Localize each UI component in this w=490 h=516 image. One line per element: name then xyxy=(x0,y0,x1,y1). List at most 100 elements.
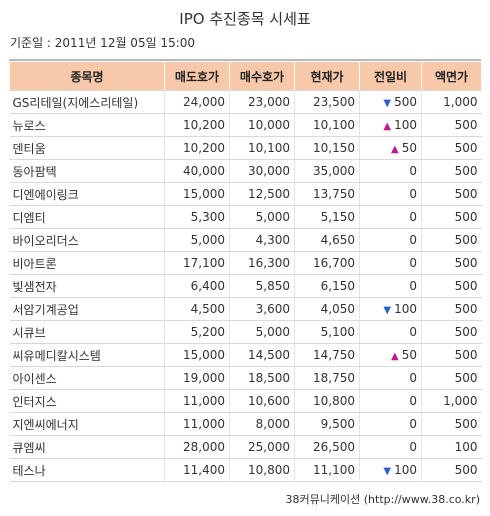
price-change-value: 100 xyxy=(394,118,417,132)
current-price: 13,750 xyxy=(294,182,360,206)
price-change: ▲ 50 xyxy=(359,136,422,160)
bid-price: 10,600 xyxy=(229,389,295,413)
bid-price-value: 18,500 xyxy=(248,371,290,385)
price-change-value: 50 xyxy=(401,141,417,155)
table-row: GS리테일(지에스리테일) 24,000 23,000 23,500 ▼ 500 1,000 xyxy=(9,90,482,114)
current-price-value: 23,500 xyxy=(313,95,355,109)
ask-price-value: 11,400 xyxy=(183,463,225,477)
stock-name-value: 빛샘전자 xyxy=(12,279,57,294)
stock-name: 씨유메디칼시스템 xyxy=(9,343,165,367)
par-value-value: 500 xyxy=(454,141,478,155)
stock-name-value: 서암기계공업 xyxy=(12,302,79,317)
stock-name-value: 동아팜텍 xyxy=(12,164,57,179)
par-value-value: 500 xyxy=(454,463,478,477)
price-change-value: 0 xyxy=(409,440,417,454)
par-value: 500 xyxy=(421,412,482,436)
stock-name-value: 바이오리더스 xyxy=(12,233,79,248)
ask-price: 24,000 xyxy=(164,90,230,114)
par-value-value: 500 xyxy=(454,164,478,178)
stock-name-value: GS리테일(지에스리테일) xyxy=(12,95,139,110)
table-body: GS리테일(지에스리테일) 24,000 23,000 23,500 ▼ 500 1,000… xyxy=(9,90,482,482)
current-price: 16,700 xyxy=(294,251,360,275)
stock-name-value: 씨유메디칼시스템 xyxy=(12,348,101,363)
bid-price: 30,000 xyxy=(229,159,295,183)
par-value: 500 xyxy=(421,251,482,275)
price-change-value: 0 xyxy=(409,371,417,385)
current-price: 5,150 xyxy=(294,205,360,229)
par-value: 1,000 xyxy=(421,389,482,413)
price-change-value: 0 xyxy=(409,325,417,339)
price-change: 0 xyxy=(359,159,422,183)
stock-name-value: 테스나 xyxy=(12,463,46,478)
col-header-ask: 매도호가 xyxy=(164,61,230,91)
par-value: 500 xyxy=(421,320,482,344)
current-price: 11,100 xyxy=(294,458,360,482)
par-value: 500 xyxy=(421,458,482,482)
ask-price-value: 15,000 xyxy=(183,187,225,201)
ask-price: 10,200 xyxy=(164,113,230,137)
price-change-value: 0 xyxy=(409,279,417,293)
par-value-value: 500 xyxy=(454,302,478,316)
bid-price-value: 14,500 xyxy=(248,348,290,362)
price-change: 0 xyxy=(359,412,422,436)
price-change-value: 100 xyxy=(394,302,417,316)
par-value-value: 500 xyxy=(454,187,478,201)
stock-name-value: 디엔에이링크 xyxy=(12,187,79,202)
stock-name: 지엔씨에너지 xyxy=(9,412,165,436)
table-row: 서암기계공업 4,500 3,600 4,050 ▼ 100 500 xyxy=(9,297,482,321)
bid-price-value: 10,600 xyxy=(248,394,290,408)
bid-price-value: 10,800 xyxy=(248,463,290,477)
current-price: 14,750 xyxy=(294,343,360,367)
current-price: 9,500 xyxy=(294,412,360,436)
down-triangle-icon: ▼ xyxy=(383,466,392,477)
bid-price-value: 5,000 xyxy=(255,325,290,339)
par-value-value: 500 xyxy=(454,371,478,385)
current-price-value: 14,750 xyxy=(313,348,355,362)
price-change-value: 500 xyxy=(394,95,417,109)
current-price: 5,100 xyxy=(294,320,360,344)
stock-name: 서암기계공업 xyxy=(9,297,165,321)
current-price-value: 18,750 xyxy=(313,371,355,385)
bid-price-value: 8,000 xyxy=(255,417,290,431)
ask-price: 4,500 xyxy=(164,297,230,321)
ask-price-value: 28,000 xyxy=(183,440,225,454)
table-row: 디엔에이링크 15,000 12,500 13,750 0 500 xyxy=(9,182,482,206)
ask-price-value: 10,200 xyxy=(183,141,225,155)
current-price-value: 10,100 xyxy=(313,118,355,132)
price-change: 0 xyxy=(359,274,422,298)
current-price-value: 5,100 xyxy=(320,325,355,339)
col-header-par: 액면가 xyxy=(421,61,482,91)
stock-name-value: 지엔씨에너지 xyxy=(12,417,79,432)
price-change: 0 xyxy=(359,251,422,275)
par-value-value: 500 xyxy=(454,210,478,224)
stock-name: 디엔에이링크 xyxy=(9,182,165,206)
par-value-value: 1,000 xyxy=(443,95,478,109)
par-value: 500 xyxy=(421,113,482,137)
bid-price-value: 5,000 xyxy=(255,210,290,224)
up-triangle-icon: ▲ xyxy=(391,351,399,362)
stock-name-value: 비아트론 xyxy=(12,256,57,271)
down-triangle-icon: ▼ xyxy=(383,98,392,109)
ask-price-value: 10,200 xyxy=(183,118,225,132)
current-price-value: 10,150 xyxy=(313,141,355,155)
current-price: 4,650 xyxy=(294,228,360,252)
ask-price-value: 40,000 xyxy=(183,164,225,178)
price-change: ▲ 50 xyxy=(359,343,422,367)
bid-price-value: 10,000 xyxy=(248,118,290,132)
ask-price: 11,400 xyxy=(164,458,230,482)
stock-name-value: 덴티움 xyxy=(12,141,46,156)
current-price: 23,500 xyxy=(294,90,360,114)
bid-price-value: 16,300 xyxy=(248,256,290,270)
ask-price: 5,300 xyxy=(164,205,230,229)
ask-price-value: 5,300 xyxy=(190,210,225,224)
bid-price: 5,000 xyxy=(229,320,295,344)
price-change: 0 xyxy=(359,366,422,390)
bid-price: 18,500 xyxy=(229,366,295,390)
par-value-value: 500 xyxy=(454,279,478,293)
bid-price-value: 3,600 xyxy=(255,302,290,316)
bid-price: 5,000 xyxy=(229,205,295,229)
price-change-value: 0 xyxy=(409,394,417,408)
par-value: 500 xyxy=(421,297,482,321)
stock-name: 큐엠씨 xyxy=(9,435,165,459)
bid-price-value: 5,850 xyxy=(255,279,290,293)
